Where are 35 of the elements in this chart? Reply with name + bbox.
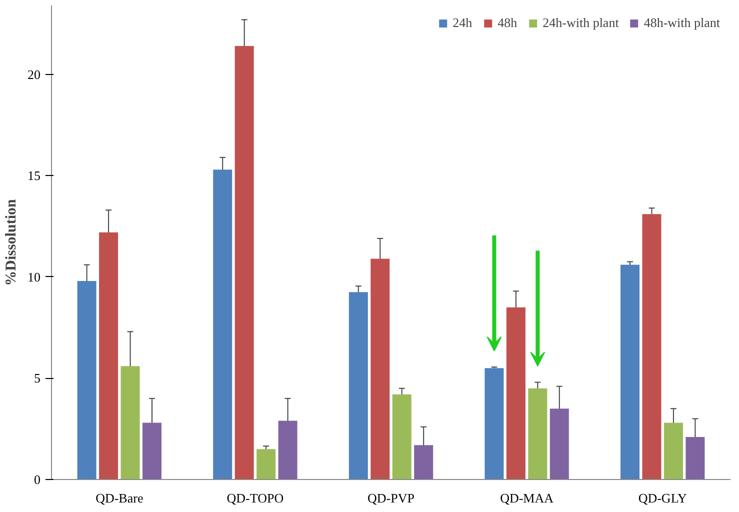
bar [234, 46, 254, 480]
x-tick-label: QD-TOPO [226, 490, 284, 506]
legend-label: 24h [452, 15, 473, 31]
bar [484, 368, 504, 480]
legend-label: 24h-with plant [542, 15, 619, 31]
bar [213, 170, 232, 480]
x-tick-label: QD-GLY [638, 490, 688, 506]
bar [414, 445, 434, 480]
bar [528, 388, 548, 480]
x-tick-label: QD-PVP [368, 490, 414, 506]
y-axis-title: %Dissolution [4, 198, 20, 286]
legend-label: 48h-with plant [644, 15, 720, 31]
bar [77, 280, 96, 480]
bar [142, 422, 162, 480]
bar [392, 394, 412, 480]
bar [278, 420, 298, 480]
bar [348, 292, 368, 480]
y-tick-label: 5 [34, 370, 40, 386]
bar [642, 214, 662, 480]
bar [664, 422, 683, 480]
legend-label: 48h [498, 15, 518, 31]
y-tick-label: 0 [34, 472, 40, 487]
x-tick-label: QD-MAA [500, 490, 554, 506]
bar [370, 258, 390, 480]
y-tick-label: 10 [28, 269, 40, 284]
bar [550, 408, 569, 480]
bar [506, 307, 526, 480]
bar [256, 449, 276, 480]
bar [99, 232, 118, 480]
bar [120, 366, 140, 480]
y-tick-label: 20 [28, 66, 40, 82]
x-tick-label: QD-Bare [96, 490, 144, 506]
bar [620, 264, 640, 480]
y-tick-label: 15 [28, 168, 40, 184]
bar [686, 436, 705, 480]
